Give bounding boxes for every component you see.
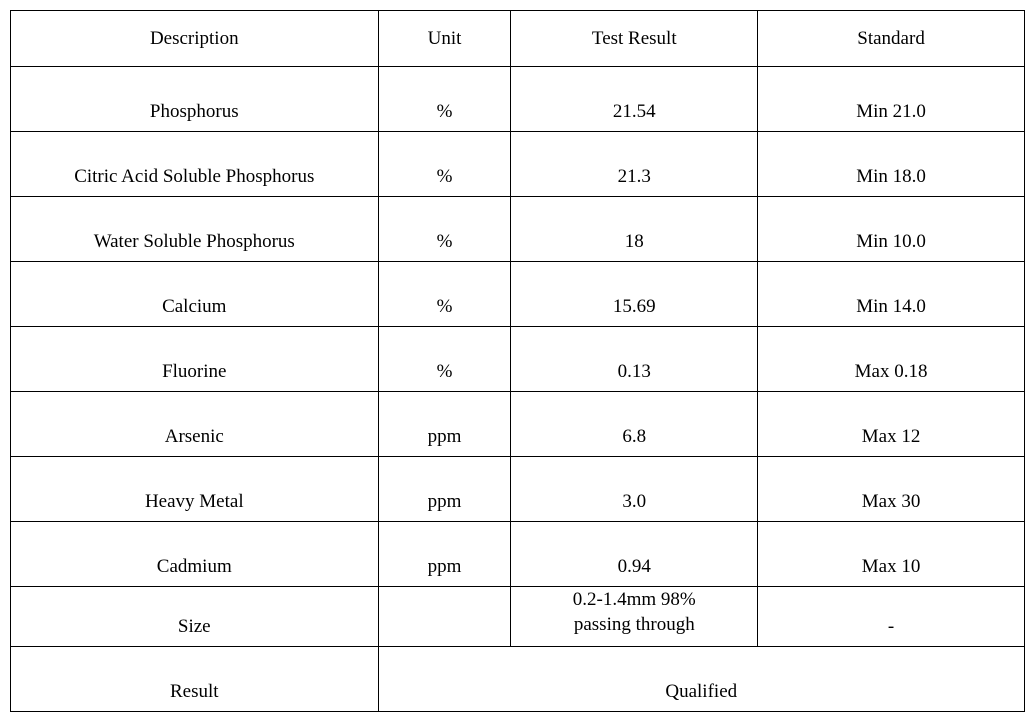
cell-unit: ppm [378, 522, 511, 587]
cell-standard: Min 14.0 [758, 262, 1025, 327]
cell-test-result: 21.54 [511, 67, 758, 132]
table-row-result: Result Qualified [11, 647, 1025, 712]
cell-unit: % [378, 197, 511, 262]
cell-test-result: 6.8 [511, 392, 758, 457]
header-description: Description [11, 11, 379, 67]
table-row: Citric Acid Soluble Phosphorus % 21.3 Mi… [11, 132, 1025, 197]
cell-test-result: 0.2-1.4mm 98% passing through [511, 587, 758, 647]
table-row: Heavy Metal ppm 3.0 Max 30 [11, 457, 1025, 522]
header-unit: Unit [378, 11, 511, 67]
cell-unit: ppm [378, 457, 511, 522]
cell-description: Fluorine [11, 327, 379, 392]
size-line1: 0.2-1.4mm 98% [573, 589, 696, 610]
header-standard: Standard [758, 11, 1025, 67]
table-row: Fluorine % 0.13 Max 0.18 [11, 327, 1025, 392]
table-header-row: Description Unit Test Result Standard [11, 11, 1025, 67]
cell-standard: Max 10 [758, 522, 1025, 587]
cell-standard: Min 18.0 [758, 132, 1025, 197]
cell-test-result: 0.94 [511, 522, 758, 587]
cell-unit [378, 587, 511, 647]
cell-standard: Max 0.18 [758, 327, 1025, 392]
cell-standard: Max 12 [758, 392, 1025, 457]
cell-standard: - [758, 587, 1025, 647]
cell-result-value: Qualified [378, 647, 1024, 712]
table-row: Water Soluble Phosphorus % 18 Min 10.0 [11, 197, 1025, 262]
cell-test-result: 18 [511, 197, 758, 262]
cell-test-result: 21.3 [511, 132, 758, 197]
size-line2: passing through [574, 614, 695, 635]
cell-description: Heavy Metal [11, 457, 379, 522]
cell-description: Water Soluble Phosphorus [11, 197, 379, 262]
table-row-size: Size 0.2-1.4mm 98% passing through - [11, 587, 1025, 647]
cell-description: Cadmium [11, 522, 379, 587]
cell-description: Phosphorus [11, 67, 379, 132]
table-row: Arsenic ppm 6.8 Max 12 [11, 392, 1025, 457]
table-row: Calcium % 15.69 Min 14.0 [11, 262, 1025, 327]
cell-unit: % [378, 67, 511, 132]
cell-unit: % [378, 262, 511, 327]
cell-description: Calcium [11, 262, 379, 327]
cell-test-result: 0.13 [511, 327, 758, 392]
cell-result-label: Result [11, 647, 379, 712]
cell-test-result: 15.69 [511, 262, 758, 327]
cell-test-result: 3.0 [511, 457, 758, 522]
table-container: Description Unit Test Result Standard Ph… [10, 10, 1025, 712]
cell-standard: Max 30 [758, 457, 1025, 522]
table-row: Cadmium ppm 0.94 Max 10 [11, 522, 1025, 587]
cell-description: Arsenic [11, 392, 379, 457]
cell-unit: % [378, 327, 511, 392]
cell-standard: Min 10.0 [758, 197, 1025, 262]
spec-table: Description Unit Test Result Standard Ph… [10, 10, 1025, 712]
cell-standard: Min 21.0 [758, 67, 1025, 132]
cell-unit: % [378, 132, 511, 197]
cell-unit: ppm [378, 392, 511, 457]
header-test-result: Test Result [511, 11, 758, 67]
cell-description: Citric Acid Soluble Phosphorus [11, 132, 379, 197]
cell-description: Size [11, 587, 379, 647]
table-row: Phosphorus % 21.54 Min 21.0 [11, 67, 1025, 132]
